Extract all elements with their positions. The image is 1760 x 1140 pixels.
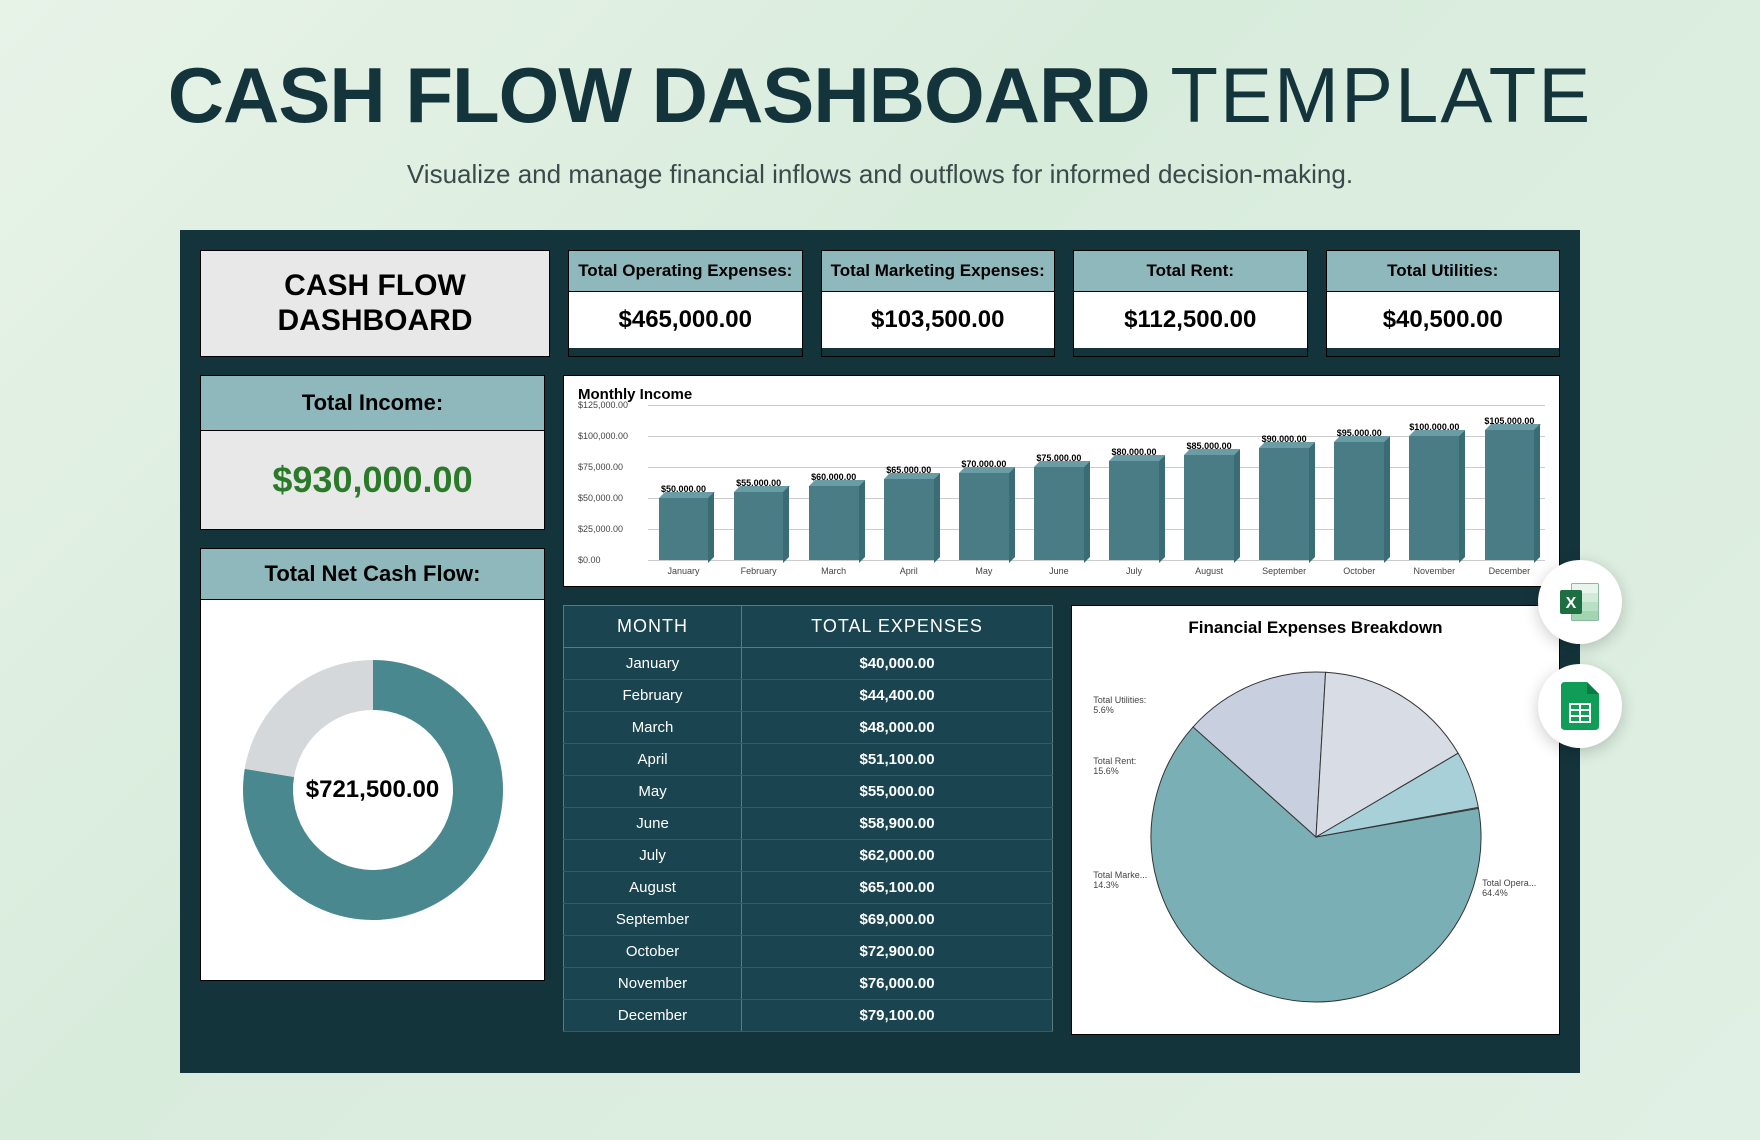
stat-value: $103,500.00 (822, 292, 1055, 348)
net-cash-flow-card: Total Net Cash Flow: $721,500.00 (200, 548, 545, 981)
stat-label: Total Operating Expenses: (569, 251, 802, 292)
dashboard-panel: CASH FLOW DASHBOARD Total Operating Expe… (180, 230, 1580, 1073)
bar: $60,000.00March (798, 486, 869, 560)
title-bold: CASH FLOW DASHBOARD (168, 51, 1150, 139)
table-row: June$58,900.00 (564, 808, 1053, 840)
table-header-month: MONTH (564, 606, 742, 648)
y-axis-label: $125,000.00 (578, 400, 628, 410)
stat-label: Total Marketing Expenses: (822, 251, 1055, 292)
netflow-donut-chart: $721,500.00 (233, 650, 513, 930)
total-income-card: Total Income: $930,000.00 (200, 375, 545, 530)
pie-slice-label: Total Utilities: 5.6% (1093, 695, 1146, 715)
title-light: TEMPLATE (1170, 51, 1592, 139)
table-row: October$72,900.00 (564, 936, 1053, 968)
bar: $55,000.00February (723, 492, 794, 560)
bar: $85,000.00August (1174, 455, 1245, 560)
y-axis-label: $25,000.00 (578, 524, 623, 534)
dashboard-title-card: CASH FLOW DASHBOARD (200, 250, 550, 357)
bar: $90,000.00September (1249, 448, 1320, 560)
table-row: September$69,000.00 (564, 904, 1053, 936)
pie-slice-label: Total Opera... 64.4% (1482, 878, 1536, 898)
income-label: Total Income: (201, 376, 544, 431)
pie-slice-label: Total Marke... 14.3% (1093, 870, 1147, 890)
bar: $105,000.00December (1474, 430, 1545, 560)
pie-chart-card: Financial Expenses Breakdown Total Opera… (1071, 605, 1560, 1035)
stat-label: Total Rent: (1074, 251, 1307, 292)
stat-card-marketing: Total Marketing Expenses: $103,500.00 (821, 250, 1056, 357)
table-row: November$76,000.00 (564, 968, 1053, 1000)
page-title: CASH FLOW DASHBOARD TEMPLATE (0, 0, 1760, 141)
chart-title: Monthly Income (578, 386, 1545, 403)
expenses-table: MONTH TOTAL EXPENSES January$40,000.00Fe… (563, 605, 1053, 1032)
stat-value: $465,000.00 (569, 292, 802, 348)
stat-card-utilities: Total Utilities: $40,500.00 (1326, 250, 1561, 357)
bar: $65,000.00April (873, 479, 944, 560)
stat-label: Total Utilities: (1327, 251, 1560, 292)
pie-chart (1136, 652, 1496, 1012)
y-axis-label: $0.00 (578, 555, 601, 565)
bar: $70,000.00May (948, 473, 1019, 560)
bar: $80,000.00July (1098, 461, 1169, 560)
table-row: March$48,000.00 (564, 712, 1053, 744)
netflow-label: Total Net Cash Flow: (201, 549, 544, 600)
table-row: July$62,000.00 (564, 840, 1053, 872)
table-header-expenses: TOTAL EXPENSES (742, 606, 1053, 648)
pie-slice-label: Total Rent: 15.6% (1093, 756, 1136, 776)
y-axis-label: $75,000.00 (578, 462, 623, 472)
dashboard-title-text: CASH FLOW DASHBOARD (211, 269, 539, 338)
stat-value: $112,500.00 (1074, 292, 1307, 348)
bar: $75,000.00June (1023, 467, 1094, 560)
bar: $50,000.00January (648, 498, 719, 560)
bar: $95,000.00October (1324, 442, 1395, 560)
stat-value: $40,500.00 (1327, 292, 1560, 348)
pie-title: Financial Expenses Breakdown (1084, 618, 1547, 638)
stat-card-rent: Total Rent: $112,500.00 (1073, 250, 1308, 357)
table-row: February$44,400.00 (564, 680, 1053, 712)
table-row: April$51,100.00 (564, 744, 1053, 776)
stat-card-operating: Total Operating Expenses: $465,000.00 (568, 250, 803, 357)
expenses-table-card: MONTH TOTAL EXPENSES January$40,000.00Fe… (563, 605, 1053, 1035)
monthly-income-chart: Monthly Income $0.00 $25,000.00 $50,000.00… (563, 375, 1560, 587)
svg-text:X: X (1566, 595, 1577, 612)
table-row: December$79,100.00 (564, 1000, 1053, 1032)
sheets-icon[interactable] (1538, 664, 1622, 748)
netflow-value: $721,500.00 (306, 776, 439, 804)
page-subtitle: Visualize and manage financial inflows a… (0, 159, 1760, 190)
bar: $100,000.00November (1399, 436, 1470, 560)
excel-icon[interactable]: X (1538, 560, 1622, 644)
income-value: $930,000.00 (201, 431, 544, 529)
y-axis-label: $100,000.00 (578, 431, 628, 441)
table-row: January$40,000.00 (564, 648, 1053, 680)
app-icons: X (1538, 560, 1622, 748)
y-axis-label: $50,000.00 (578, 493, 623, 503)
table-row: August$65,100.00 (564, 872, 1053, 904)
table-row: May$55,000.00 (564, 776, 1053, 808)
